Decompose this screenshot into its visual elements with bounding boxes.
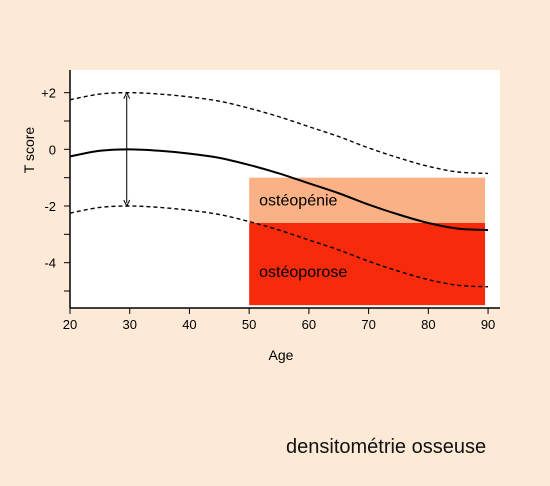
arrow-head-bottom: [123, 199, 131, 208]
x-tick-label: 20: [63, 317, 77, 332]
x-tick-label: 80: [421, 317, 435, 332]
chart-caption: densitométrie osseuse: [286, 436, 487, 458]
series-2-dashed-line: [69, 205, 489, 288]
region-0: [249, 177, 486, 223]
x-tick-label: 40: [182, 317, 196, 332]
y-tick-label: -2: [44, 199, 56, 214]
x-tick-label: 60: [302, 317, 316, 332]
y-tick-label: -4: [44, 256, 56, 271]
region-label-0: ostéopénie: [259, 193, 337, 210]
x-axis-label: Age: [269, 347, 294, 363]
y-tick-label: +2: [41, 86, 56, 101]
region-label-1: ostéoporose: [259, 264, 347, 281]
x-tick-label: 50: [242, 317, 256, 332]
y-tick-label: 0: [49, 142, 56, 157]
series-0-solid-line: [69, 148, 489, 232]
arrow-head-top: [123, 91, 131, 99]
x-tick-label: 30: [122, 317, 136, 332]
region-1: [249, 223, 486, 306]
x-tick-label: 70: [361, 317, 375, 332]
y-axis-label: T score: [21, 127, 37, 174]
x-tick-label: 90: [481, 317, 495, 332]
series-1-dashed-line: [69, 91, 489, 175]
